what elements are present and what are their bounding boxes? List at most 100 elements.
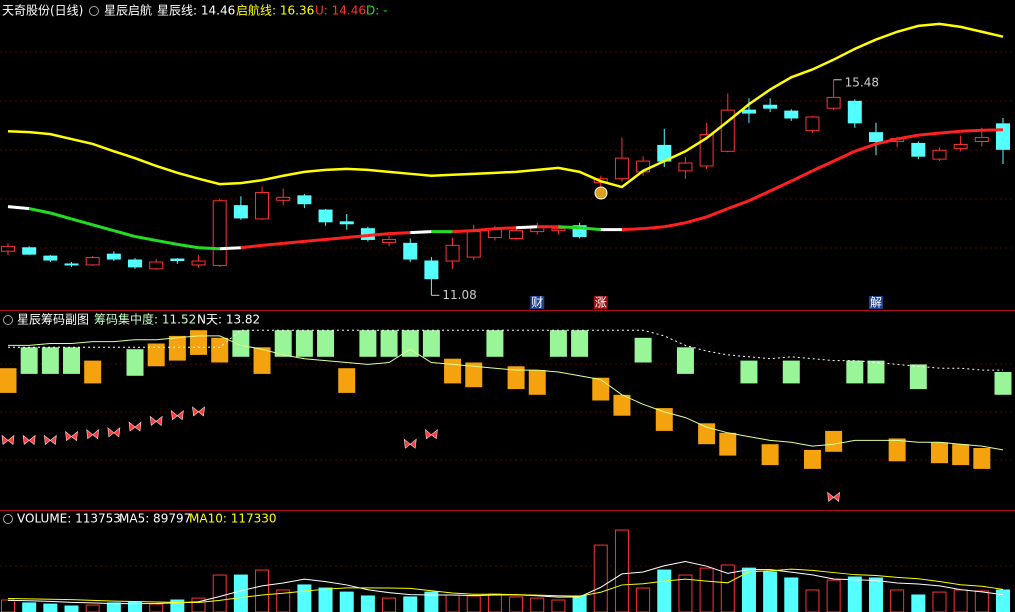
chip-box [274,330,292,357]
chip-box [63,347,81,374]
volume-bar [276,589,291,612]
star-line-segment [113,229,136,238]
panel-icon[interactable] [89,6,99,16]
legend-entry: MA5: 89797 [119,512,191,526]
star-line-segment [875,137,898,146]
star-line-segment [558,225,580,230]
star-line-segment [748,189,771,203]
candle-body [339,221,354,225]
candle-body [191,260,206,266]
chip-box [994,372,1012,395]
event-badge [530,296,545,309]
candle-body [974,137,989,142]
signal-coin [594,186,608,200]
indicator-line [8,329,1003,371]
candle-body [466,231,481,258]
event-label: 财 [531,296,543,310]
candle-body [572,225,587,238]
chip-box [634,337,652,363]
chip-box [719,432,737,456]
legend-entry: VOLUME: 113753 [17,512,121,526]
candle-body [255,191,270,220]
chip-box [930,442,948,464]
event-label: 涨 [595,295,607,310]
low-annotation: 11.08 [442,288,476,302]
butterfly-signal [192,406,205,417]
candle-body [932,149,947,160]
volume-bar [382,597,397,612]
butterfly-signal [425,428,438,440]
chip-box [761,444,779,466]
volume-bar [149,603,164,612]
chip-box [444,358,462,384]
volume-bar [805,589,820,612]
indicator-line [7,22,1004,189]
star-line-segment [304,237,326,243]
legend-entry: N天: 13.82 [197,313,260,327]
star-line-segment [960,128,982,133]
volume-bar [847,576,862,612]
chip-box [952,444,970,466]
volume-bar [339,591,354,612]
candle-body [784,110,799,119]
star-line-segment [155,238,178,246]
star-line-segment [240,243,263,250]
star-line-segment [198,246,220,251]
volume-bar [636,587,651,612]
chip-box [401,330,419,357]
candle-body [678,162,693,172]
volume-bar [784,577,799,612]
star-line-segment [28,207,51,215]
butterfly-signal [149,415,163,426]
legend-entry: 筹码集中度: 11.52 [94,312,196,327]
star-line-segment [727,199,750,211]
chip-box [126,349,144,376]
candle-body [805,116,820,132]
candle-body [106,253,121,260]
chip-box [380,330,398,357]
chip-box [973,448,991,469]
panel-icon[interactable] [3,315,13,325]
volume-bar [318,587,333,612]
candle-body [826,96,841,109]
chip-box [232,330,250,357]
candle-body [911,142,926,157]
volume-bar [424,591,439,612]
candle-body [233,205,248,219]
panel-icon[interactable] [3,514,13,524]
volume-bar [890,589,905,612]
chip-box [592,377,610,401]
candle-body [403,242,418,260]
chip-box [846,360,864,384]
indicator-name: 星辰启航 [104,3,152,18]
candle-body [22,247,37,255]
event-badge [868,296,883,309]
star-line-segment [283,239,305,245]
volume-bar [509,596,524,612]
candle-body [868,132,883,142]
volume-bar [466,595,481,612]
chart-title: 天奇股份(日线) [2,4,83,18]
chip-box [168,335,186,361]
chip-box [317,330,335,357]
chip-box [803,449,821,469]
volume-bar [593,544,608,612]
candle-body [128,259,143,268]
candle-body [551,228,566,232]
chip-box [211,337,229,363]
volume-bar [657,569,672,612]
volume-bar [699,567,714,612]
candle-body [487,229,502,238]
star-line-segment [790,169,814,183]
butterfly-signal [403,438,417,449]
candle-body [614,157,629,180]
candle-body [64,263,79,266]
butterfly-signal [86,428,100,440]
chip-box [84,360,102,384]
indicator-line [8,335,1004,451]
chip-box [486,330,504,357]
volume-bar [22,602,37,612]
chip-box [571,330,589,357]
